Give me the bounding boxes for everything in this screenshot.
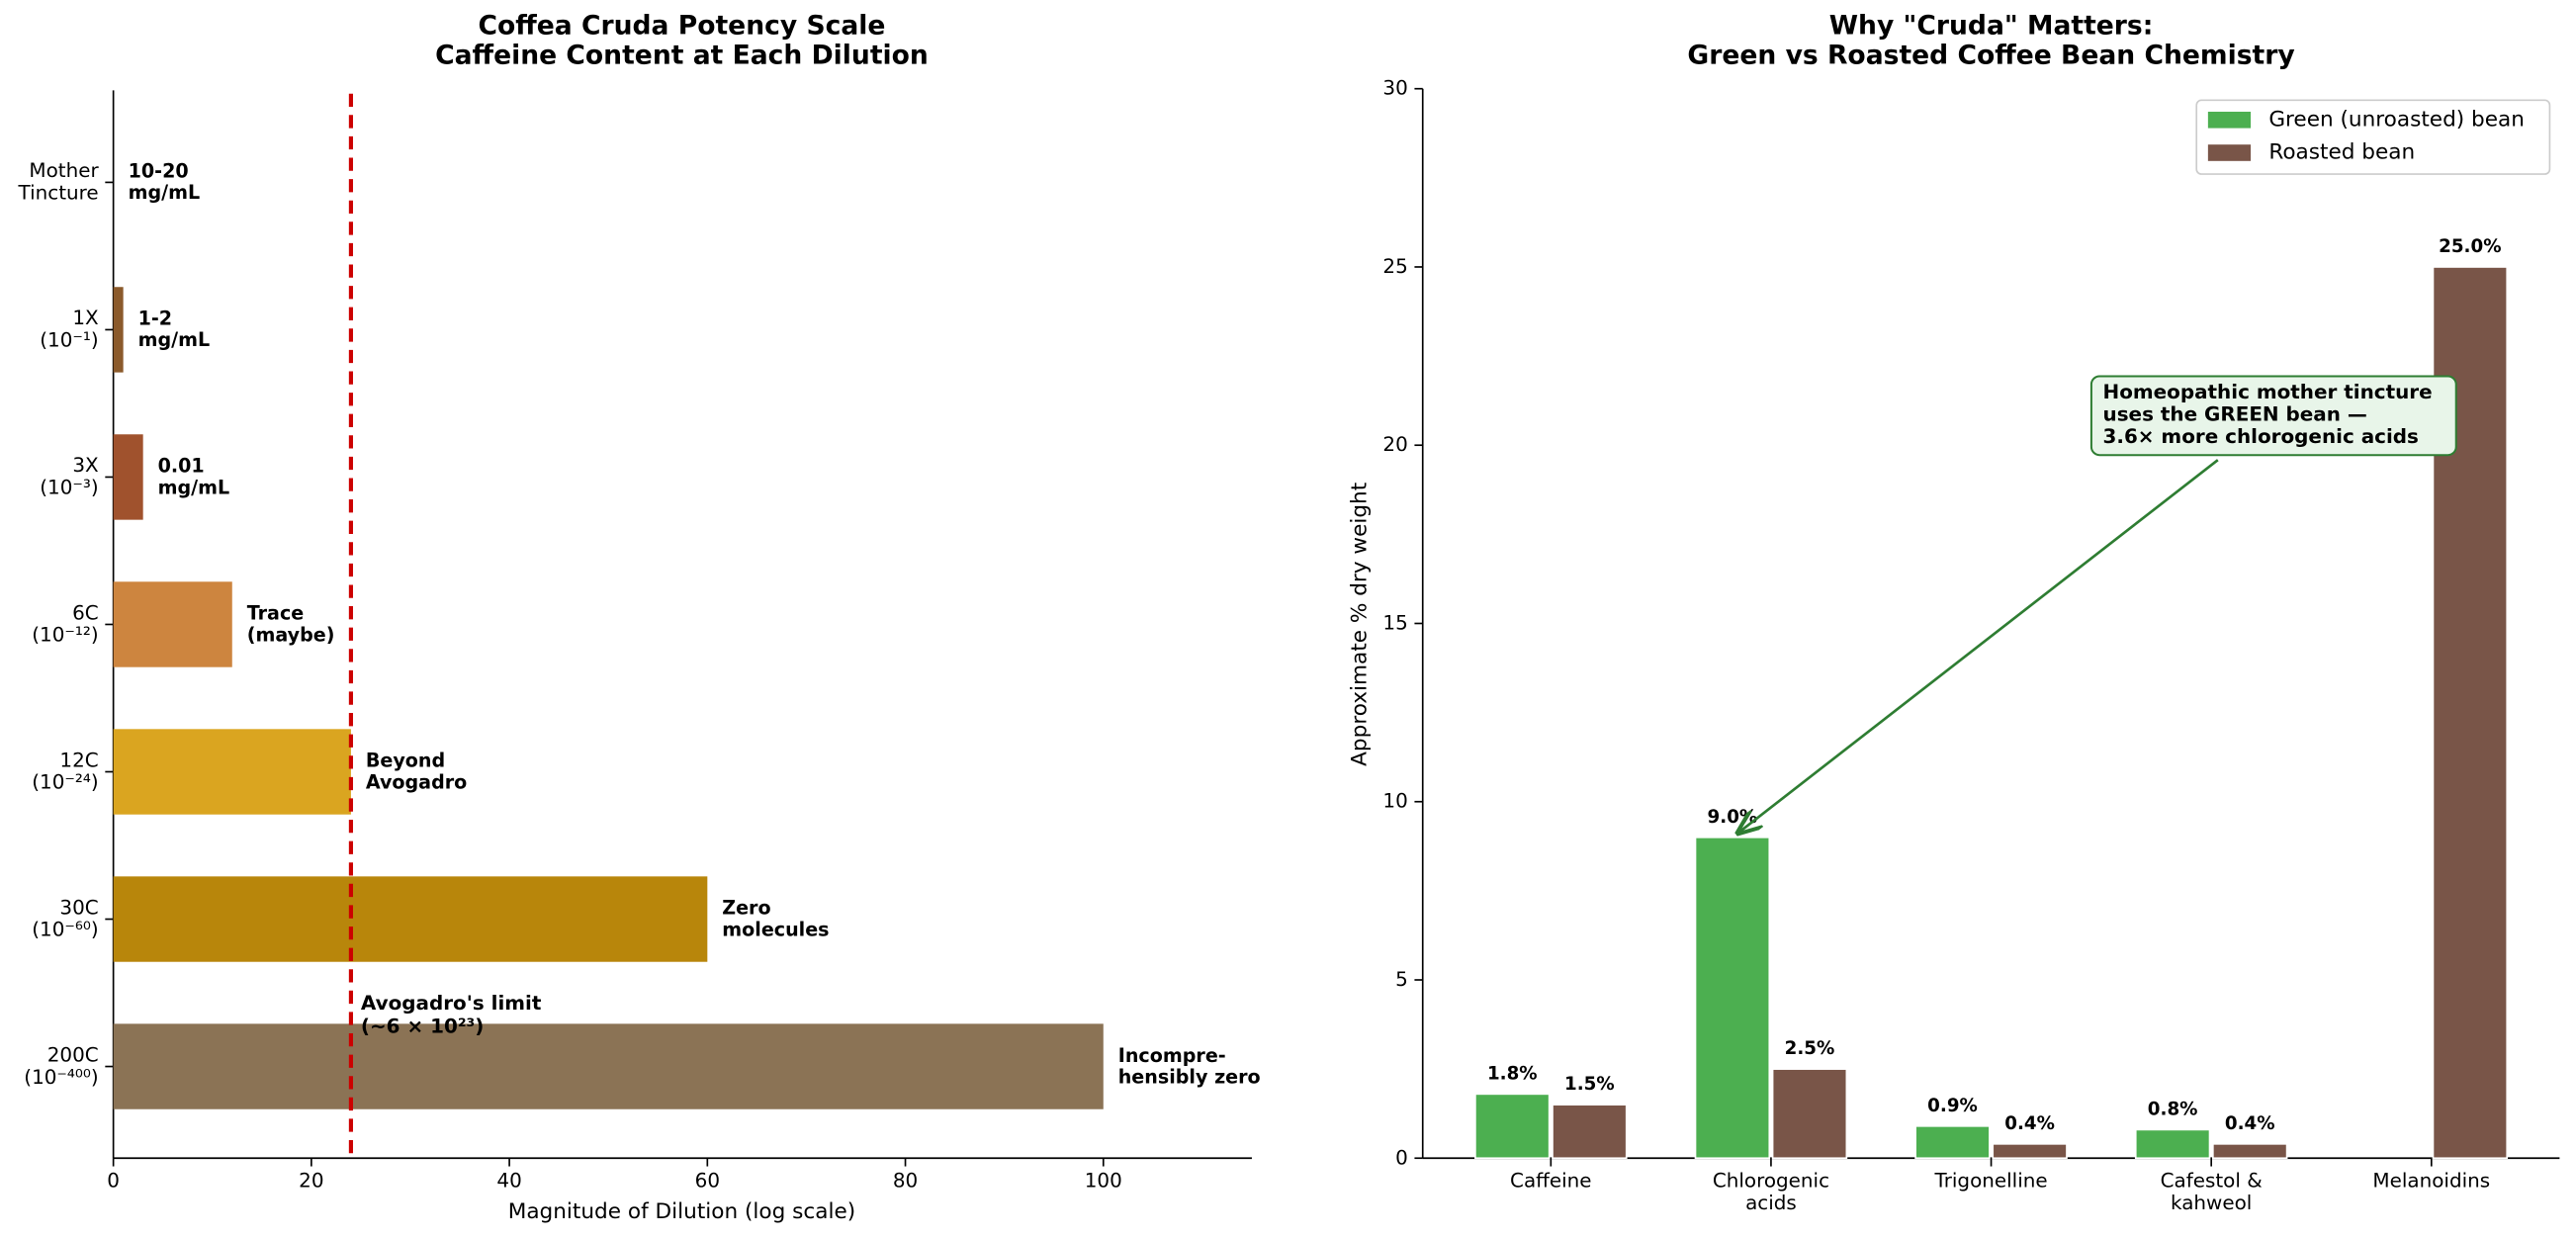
bar (1992, 1143, 2068, 1160)
bar (113, 729, 351, 815)
y-tick-label: 200C (10⁻⁴⁰⁰) (24, 1043, 98, 1088)
bar (1771, 1068, 1848, 1160)
y-axis-label: Approximate % dry weight (1348, 483, 1373, 766)
value-label: 2.5% (1785, 1038, 1835, 1059)
value-label: 25.0% (2439, 236, 2501, 257)
y-tick-label: 1X (10⁻¹) (40, 307, 99, 351)
legend-swatch (2207, 111, 2252, 129)
legend-box (2195, 99, 2551, 175)
annotation-box (2089, 375, 2457, 457)
y-tick-label: 30C (10⁻⁶⁰) (32, 896, 98, 940)
value-label: 0.4% (2004, 1113, 2055, 1134)
bar-label: Zero molecules (722, 896, 829, 940)
bar-label: Beyond Avogadro (366, 749, 467, 793)
bar-label: Incompre-hensibly zero (1118, 1043, 1261, 1088)
value-label: 1.5% (1564, 1074, 1615, 1095)
bar (113, 1023, 1104, 1109)
x-tick-label: Caffeine (1510, 1169, 1592, 1192)
y-tick-label: 25 (1382, 254, 1407, 277)
y-tick-label: 6C (10⁻¹²) (32, 601, 98, 646)
y-tick-label: 20 (1382, 433, 1407, 456)
x-tick-label: 40 (496, 1169, 521, 1192)
y-tick-label: Mother Tincture (18, 159, 100, 204)
bar (1552, 1104, 1628, 1160)
y-tick-label: 15 (1382, 611, 1407, 634)
x-tick-label: 20 (299, 1169, 323, 1192)
bar (2134, 1128, 2211, 1160)
y-tick-label: 0 (1395, 1146, 1408, 1169)
y-tick-label: 5 (1395, 967, 1408, 990)
x-tick-label: Melanoidins (2372, 1169, 2490, 1192)
bar (1694, 836, 1771, 1160)
bar-label: 10-20 mg/mL (129, 159, 201, 204)
annotation-arrow (1738, 459, 2219, 833)
legend-label: Roasted bean (2268, 140, 2415, 165)
x-tick-label: 80 (893, 1169, 918, 1192)
y-tick-label: 30 (1382, 76, 1407, 99)
legend-swatch (2207, 144, 2252, 161)
bar-label: Trace (maybe) (247, 601, 335, 646)
bar (113, 434, 143, 520)
bar (2212, 1143, 2288, 1160)
x-tick-label: 60 (695, 1169, 720, 1192)
value-label: 0.9% (1927, 1096, 1978, 1116)
value-label: 1.8% (1487, 1063, 1538, 1084)
legend-label: Green (unroasted) bean (2268, 107, 2525, 132)
bar (113, 876, 708, 962)
value-label: 0.4% (2225, 1113, 2275, 1134)
chart-title: Coffea Cruda Potency Scale Caffeine Conte… (435, 10, 929, 70)
bar (113, 287, 124, 373)
bar-label: 1-2 mg/mL (138, 307, 211, 351)
x-tick-label: Chlorogenic acids (1713, 1169, 1829, 1213)
chart-title: Why "Cruda" Matters: Green vs Roasted Cof… (1687, 10, 2294, 70)
bar (113, 581, 232, 667)
y-tick-label: 3X (10⁻³) (40, 454, 99, 498)
annotation-text: Homeopathic mother tincture uses the GREE… (2103, 381, 2433, 448)
x-tick-label: Trigonelline (1933, 1169, 2047, 1192)
value-label: 0.8% (2148, 1099, 2198, 1119)
bar (1474, 1093, 1551, 1160)
y-tick-label: 10 (1382, 789, 1407, 812)
x-tick-label: 100 (1085, 1169, 1122, 1192)
reference-label: Avogadro's limit (~6 × 10²³) (361, 992, 542, 1037)
x-tick-label: 0 (107, 1169, 120, 1192)
x-tick-label: Cafestol & kahweol (2161, 1169, 2263, 1213)
y-tick-label: 12C (10⁻²⁴) (32, 749, 98, 793)
bar (1914, 1124, 1991, 1160)
bar-label: 0.01 mg/mL (158, 454, 230, 498)
x-axis-label: Magnitude of Dilution (log scale) (508, 1199, 856, 1224)
